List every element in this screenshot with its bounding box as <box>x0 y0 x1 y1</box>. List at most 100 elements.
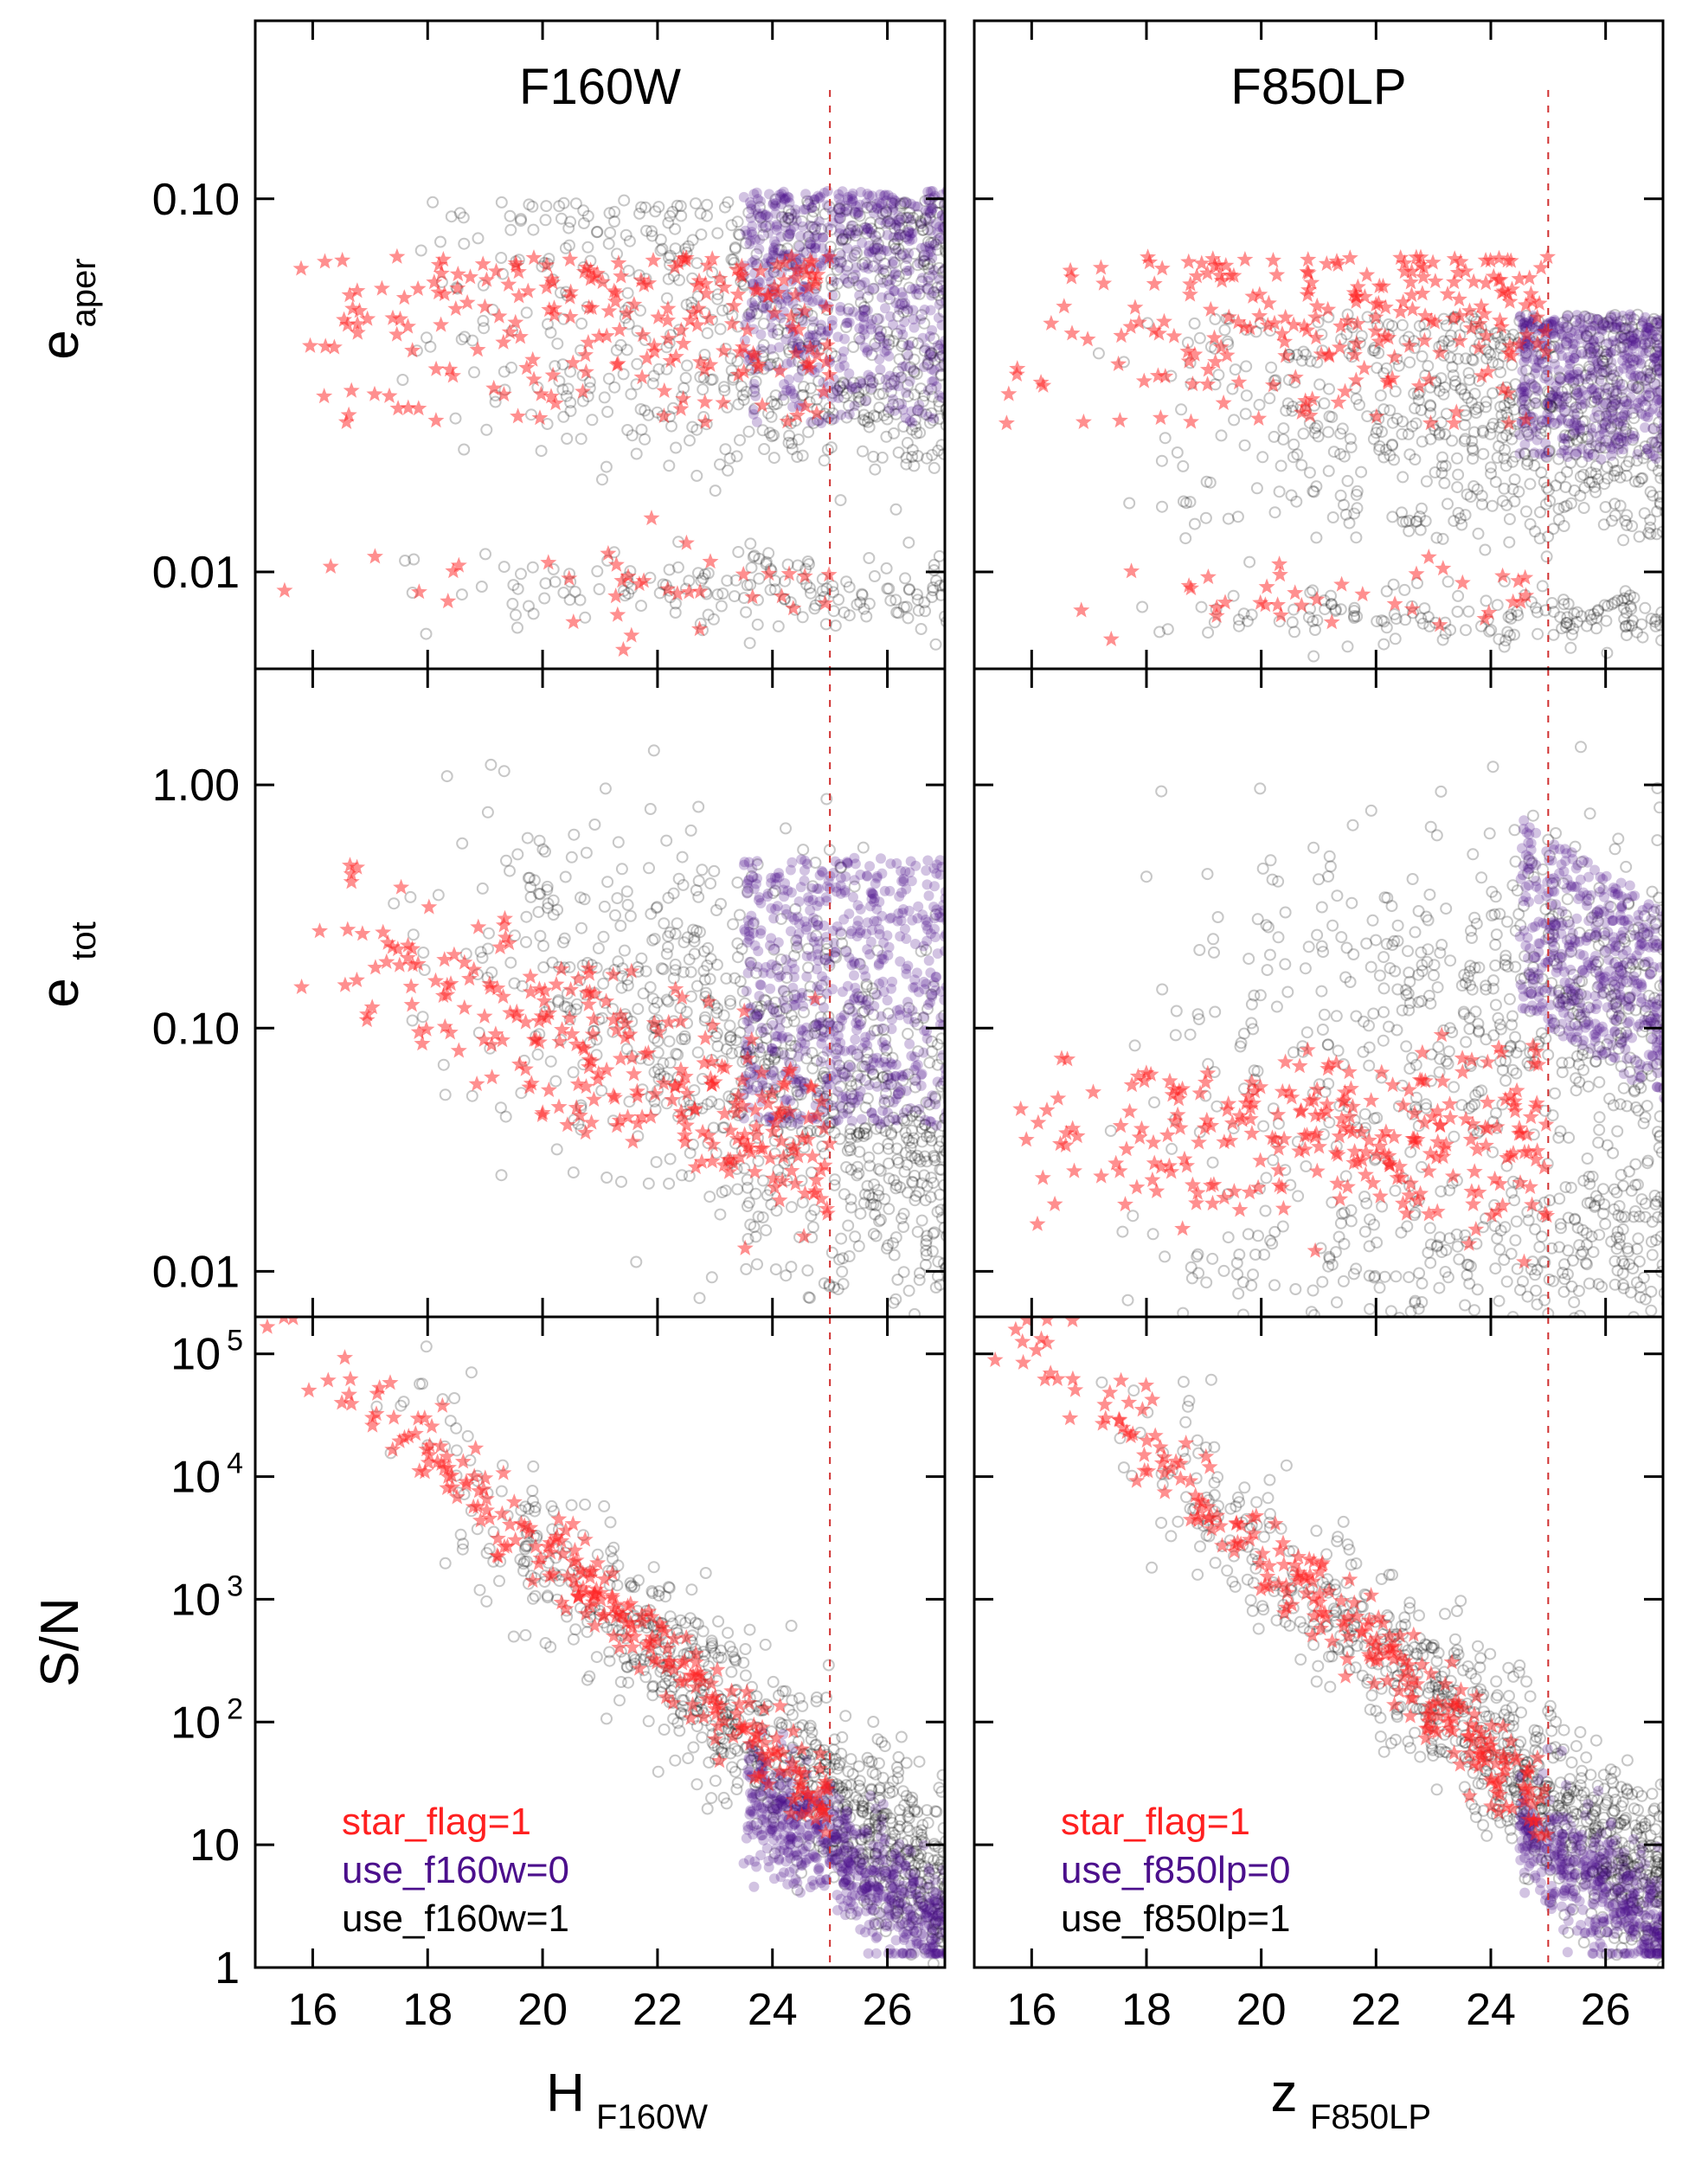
point-use-0 <box>923 206 934 217</box>
point-use-1 <box>450 1444 463 1457</box>
point-use-0 <box>839 885 851 896</box>
point-use-0 <box>786 356 797 368</box>
point-use-1 <box>909 1190 922 1203</box>
point-use-0 <box>758 1026 769 1037</box>
point-star-flag <box>388 247 406 264</box>
point-use-1 <box>948 1229 959 1239</box>
point-star-flag <box>571 1107 588 1123</box>
point-star-flag <box>809 346 825 363</box>
point-use-0 <box>957 196 967 206</box>
point-use-0 <box>842 857 853 869</box>
point-use-1 <box>718 1737 731 1750</box>
point-use-1 <box>726 1646 739 1659</box>
point-use-1 <box>771 1046 784 1059</box>
point-use-0 <box>950 331 960 341</box>
point-use-1 <box>930 1806 943 1818</box>
point-use-0 <box>961 940 972 951</box>
point-use-0 <box>793 928 805 940</box>
point-use-1 <box>603 1654 616 1667</box>
point-use-0 <box>869 915 880 927</box>
point-use-1 <box>868 242 881 255</box>
point-use-0 <box>778 390 789 401</box>
point-use-0 <box>936 912 945 923</box>
point-use-0 <box>947 973 958 983</box>
point-use-0 <box>865 901 876 912</box>
point-star-flag <box>817 594 834 611</box>
point-use-0 <box>941 186 945 196</box>
point-use-1 <box>928 1316 934 1317</box>
point-use-0 <box>747 297 757 308</box>
point-use-1 <box>943 297 945 305</box>
point-use-0 <box>851 201 862 212</box>
point-use-1 <box>889 1182 902 1195</box>
point-use-0 <box>899 300 910 311</box>
point-use-0 <box>896 324 907 335</box>
point-use-1 <box>780 1718 793 1731</box>
point-use-0 <box>838 1877 850 1888</box>
point-use-1 <box>767 1816 780 1828</box>
point-star-flag <box>716 1105 733 1121</box>
point-use-1 <box>865 1756 878 1768</box>
point-star-flag <box>787 344 805 361</box>
point-star-flag <box>700 992 717 1009</box>
point-use-1 <box>891 1910 904 1923</box>
point-use-0 <box>745 1806 756 1817</box>
point-use-0 <box>885 1874 896 1885</box>
point-use-1 <box>432 889 445 902</box>
point-star-flag <box>697 393 714 409</box>
point-use-0 <box>909 201 921 212</box>
point-use-1 <box>729 574 742 587</box>
point-use-0 <box>774 972 785 983</box>
point-use-1 <box>947 974 958 985</box>
point-use-0 <box>829 1805 840 1816</box>
point-use-0 <box>894 228 904 240</box>
point-use-1 <box>667 1712 680 1725</box>
point-use-1 <box>865 1783 878 1796</box>
point-star-flag <box>666 1078 684 1095</box>
point-star-flag <box>538 1009 555 1025</box>
point-use-0 <box>835 301 846 312</box>
point-use-1 <box>900 458 913 471</box>
point-star-flag <box>449 279 466 296</box>
point-use-1 <box>854 1782 867 1795</box>
point-use-1 <box>761 1796 774 1809</box>
point-use-1 <box>941 615 945 628</box>
point-use-0 <box>931 972 942 983</box>
point-use-0 <box>950 196 960 207</box>
point-use-1 <box>620 1043 633 1056</box>
point-use-0 <box>799 1045 811 1056</box>
point-use-1 <box>793 1692 806 1704</box>
point-use-0 <box>904 1904 915 1916</box>
point-use-1 <box>663 459 676 472</box>
point-star-flag <box>439 985 456 1002</box>
point-use-1 <box>802 1291 815 1304</box>
point-use-0 <box>923 890 934 902</box>
point-use-1 <box>901 1903 914 1916</box>
point-use-1 <box>506 597 519 610</box>
point-use-1 <box>936 266 945 279</box>
point-star-flag <box>436 951 453 967</box>
point-use-1 <box>908 365 921 378</box>
point-use-1 <box>687 923 700 936</box>
point-use-1 <box>873 1872 886 1885</box>
point-use-1 <box>872 1810 885 1823</box>
point-use-1 <box>940 246 945 259</box>
point-use-1 <box>923 257 936 270</box>
point-use-0 <box>833 392 844 403</box>
point-star-flag <box>650 1023 667 1039</box>
point-use-0 <box>817 867 828 878</box>
point-use-0 <box>884 216 896 228</box>
point-use-1 <box>909 1883 922 1896</box>
point-star-flag <box>414 1035 431 1051</box>
point-use-1 <box>523 871 536 884</box>
point-use-0 <box>949 397 960 408</box>
point-use-1 <box>936 1211 945 1224</box>
point-use-1 <box>842 1003 855 1015</box>
point-use-0 <box>806 202 818 213</box>
point-star-flag <box>491 307 508 324</box>
point-use-0 <box>927 324 938 336</box>
point-use-0 <box>864 285 875 296</box>
point-use-0 <box>767 245 779 256</box>
point-use-1 <box>883 217 896 230</box>
point-use-0 <box>793 918 805 929</box>
